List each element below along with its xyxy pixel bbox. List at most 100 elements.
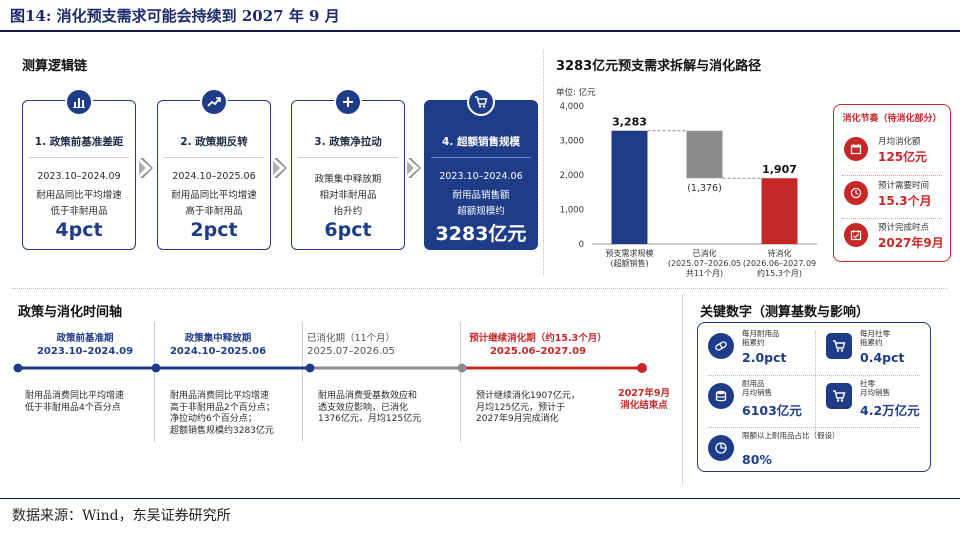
waterfall-title: 3283亿元预支需求拆解与消化路径 (556, 59, 762, 74)
top-rule (0, 30, 960, 32)
calc-card-head: 1. 政策前基准差距 (34, 136, 124, 148)
rhythm-label: 月均消化额 (878, 137, 921, 147)
bar (686, 130, 723, 179)
cart-icon (826, 333, 852, 359)
keyfig-value: 80% (742, 452, 772, 467)
timeline-stage-desc: 耐用品消费受基数效应和 透支效应影响，已消化 1376亿元，月均125亿元 (318, 391, 422, 424)
keyfig-item: 社零 月均销售 4.2万亿元 (826, 379, 926, 423)
calc-card-line: 2024.10–2025.06 (172, 171, 256, 182)
database-icon (708, 383, 734, 409)
x-category-label: (超额销售) (610, 258, 648, 268)
calc-card-divider (29, 157, 129, 158)
keyfig-label: 每月耐用品 拖累约 (742, 329, 780, 347)
calc-card-value: 6pct (324, 219, 372, 241)
x-category-label: (2025.07–2026.05 (668, 259, 741, 268)
y-axis-unit-label: 单位: 亿元 (556, 87, 596, 98)
rhythm-item: 预计完成时点 2027年9月 (844, 219, 944, 259)
waterfall-chart: 单位: 亿元 4,000 3,000 2,000 1,000 0 3,283 预支需求规模(超… (556, 87, 817, 278)
keyfigs-panel: 每月耐用品 拖累约 2.0pct 每月社零 拖累约 0.4pct 耐用品 月均销… (697, 322, 931, 472)
rhythm-value: 2027年9月 (878, 236, 944, 250)
keyfig-value: 4.2万亿元 (860, 403, 920, 418)
keyfig-label: 耐用品 月均销售 (742, 379, 772, 397)
x-category-label: 预支需求规模 (606, 248, 654, 258)
calc-card-3: 3. 政策净拉动 政策集中释放期 相对非耐用品 抬升约 6pct (291, 88, 405, 250)
calc-card-line: 超额规模约 (457, 206, 505, 217)
calendar-check-icon (844, 223, 868, 247)
figure-title: 图14: 消化预支需求可能会持续到 2027 年 9 月 (10, 7, 340, 25)
bar-value-label: 1,907 (762, 163, 797, 176)
chevron-right-icon (407, 158, 421, 178)
pill-icon (708, 333, 734, 359)
timeline-stage-divider (154, 322, 155, 442)
chevron-right-icon (273, 158, 287, 178)
keyfig-divider (708, 427, 920, 428)
calc-card-line: 低于非耐用品 (50, 206, 108, 217)
bar-chart-icon (65, 88, 93, 116)
calendar-icon (844, 137, 868, 161)
y-tick-label: 1,000 (560, 206, 584, 216)
timeline-stage-desc: 预计继续消化1907亿元， 月均125亿元，预计于 2027年9月完成消化 (476, 391, 580, 424)
rhythm-item: 预计需要时间 15.3个月 (844, 177, 944, 217)
y-tick-label: 0 (579, 240, 584, 250)
calc-card-line: 政策集中释放期 (314, 174, 382, 185)
calc-card-head: 4. 超额销售规模 (442, 136, 520, 148)
trend-up-icon (200, 88, 228, 116)
calc-card-head: 3. 政策净拉动 (314, 136, 382, 148)
section-divider (543, 50, 544, 275)
timeline-stage-desc: 耐用品消费同比平均增速 低于非耐用品4个百分点 (25, 391, 125, 413)
keyfig-divider (815, 331, 816, 431)
x-category-label: 约15.3个月) (757, 268, 802, 278)
timeline-stage-dates: 2025.07–2026.05 (307, 346, 395, 357)
rhythm-title: 消化节奏（待消化部分） (842, 114, 942, 124)
y-tick-label: 2,000 (560, 171, 584, 181)
calc-card-4: 4. 超额销售规模 2023.10–2024.06 耐用品销售额 超额规模约 3… (424, 88, 538, 250)
keyfig-divider (708, 375, 920, 376)
calc-card-line: 高于非耐用品 (185, 206, 243, 217)
rhythm-label: 预计需要时间 (878, 181, 930, 191)
keyfig-item: 耐用品 月均销售 6103亿元 (708, 379, 808, 423)
calc-card-value: 3283亿元 (435, 223, 527, 245)
calc-card-head: 2. 政策期反转 (180, 136, 248, 148)
keyfig-item: 每月社零 拖累约 0.4pct (826, 329, 926, 373)
timeline-stage-title: 已消化期（11个月） (306, 333, 396, 344)
timeline-stage-title: 预计继续消化期（约15.3个月） (469, 333, 607, 344)
keyfig-label: 社零 月均销售 (860, 379, 890, 397)
cart-icon (467, 88, 495, 116)
timeline-stage-dates: 2024.10–2025.06 (169, 346, 267, 357)
bar (761, 178, 798, 244)
rhythm-panel: 消化节奏（待消化部分） 月均消化额 125亿元 预计需要时间 15.3个月 预计… (833, 104, 951, 262)
calc-section-title: 测算逻辑链 (22, 59, 88, 74)
calc-card-line: 耐用品同比平均增速 (36, 190, 122, 201)
keyfig-value: 0.4pct (860, 350, 905, 365)
timeline-stage-divider (460, 322, 461, 442)
calc-card-line: 2023.10–2024.06 (439, 171, 523, 182)
calc-card-divider (164, 157, 264, 158)
rhythm-value: 125亿元 (878, 150, 928, 164)
rhythm-divider (842, 218, 942, 219)
plus-icon (334, 88, 362, 116)
calc-card-divider (431, 157, 531, 158)
rhythm-value: 15.3个月 (878, 194, 932, 208)
keyfig-item: 每月耐用品 拖累约 2.0pct (708, 329, 808, 373)
keyfig-value: 2.0pct (742, 350, 787, 365)
x-category-label: 待消化 (768, 248, 792, 258)
calc-card-line: 耐用品同比平均增速 (171, 190, 257, 201)
y-tick-label: 3,000 (560, 137, 584, 147)
bar-value-label: (1,376) (687, 183, 722, 194)
calc-card-line: 相对非耐用品 (319, 190, 377, 201)
keyfig-item: 限额以上耐用品占比（假设） 80% (708, 431, 918, 475)
timeline-stage-desc: 耐用品消费同比平均增速 高于非耐用品2个百分点； 净拉动约6个百分点； 超额销售… (170, 391, 275, 436)
calc-card-line: 耐用品销售额 (452, 190, 510, 201)
rhythm-divider (842, 175, 942, 176)
calc-card-value: 2pct (190, 219, 238, 241)
timeline-stage-title: 政策集中释放期 (184, 333, 252, 344)
section-divider (12, 288, 948, 289)
calc-card-line: 抬升约 (333, 206, 363, 217)
x-category-label: 共11个月) (686, 269, 723, 278)
x-category-label: (2026.06–2027.09 (743, 259, 816, 268)
keyfig-label: 每月社零 拖累约 (860, 329, 890, 347)
keyfig-value: 6103亿元 (742, 403, 802, 418)
calc-card-1: 1. 政策前基准差距 2023.10–2024.09 耐用品同比平均增速 低于非… (22, 88, 136, 250)
x-category-label: 已消化 (693, 248, 717, 258)
y-tick-label: 4,000 (560, 102, 584, 112)
